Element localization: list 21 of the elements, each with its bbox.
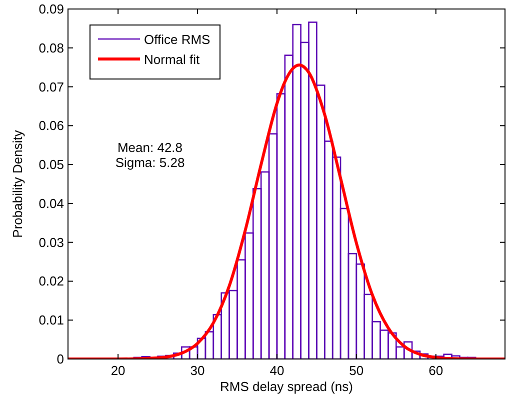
y-tick-label: 0.04 xyxy=(38,196,64,211)
y-tick-label: 0 xyxy=(56,352,64,366)
legend-label: Office RMS xyxy=(144,32,211,47)
y-tick-label: 0.08 xyxy=(38,40,64,56)
x-axis-title: RMS delay spread (ns) xyxy=(220,379,353,394)
annotation: Sigma: 5.28 xyxy=(115,155,185,170)
y-tick-label: 0.06 xyxy=(38,118,64,134)
y-tick-label: 0.05 xyxy=(38,157,64,172)
x-tick-label: 40 xyxy=(270,363,284,378)
x-tick-label: 30 xyxy=(190,363,205,378)
x-tick-label: 50 xyxy=(349,363,364,378)
y-tick-label: 0.09 xyxy=(38,2,64,16)
y-tick-label: 0.07 xyxy=(38,79,64,94)
y-tick-label: 0.03 xyxy=(38,234,64,250)
annotation: Mean: 42.8 xyxy=(117,140,183,155)
y-tick-label: 0.02 xyxy=(38,274,64,289)
y-tick-label: 0.01 xyxy=(38,312,64,328)
legend-label: Normal fit xyxy=(144,52,200,67)
x-tick-label: 60 xyxy=(428,363,444,378)
x-tick-label: 20 xyxy=(110,363,126,378)
y-axis-title: Probability Density xyxy=(10,130,25,238)
